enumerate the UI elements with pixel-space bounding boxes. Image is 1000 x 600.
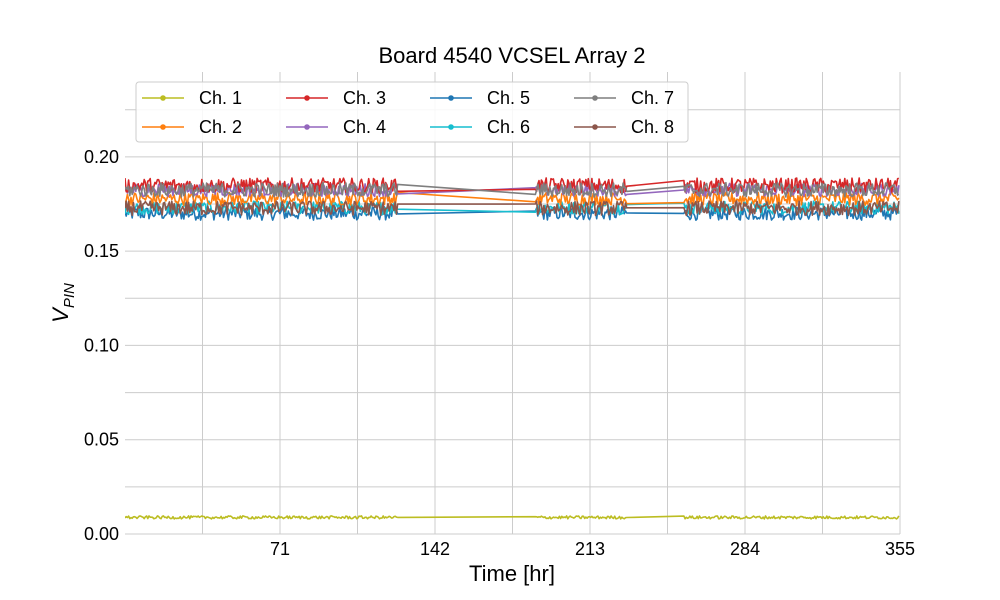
legend-marker-4 [304,124,310,130]
y-tick-label: 0.20 [84,147,119,167]
legend-marker-6 [448,124,454,130]
grid-lines [125,72,901,535]
series-line-1 [125,515,900,520]
legend-label-3: Ch. 3 [343,88,386,108]
y-axis-label-subscript: PIN [61,283,78,308]
series-line-2 [125,191,900,207]
legend-label-1: Ch. 1 [199,88,242,108]
legend-marker-8 [592,124,598,130]
x-tick-label: 142 [420,539,450,559]
legend-label-7: Ch. 7 [631,88,674,108]
legend-marker-2 [160,124,166,130]
x-axis-label: Time [hr] [469,561,555,586]
y-axis-label-main: V [48,306,73,323]
y-tick-label: 0.00 [84,524,119,544]
legend-label-6: Ch. 6 [487,117,530,137]
y-tick-label: 0.10 [84,335,119,355]
legend-label-2: Ch. 2 [199,117,242,137]
chart-title: Board 4540 VCSEL Array 2 [378,43,645,68]
legend: Ch. 1 Ch. 2 Ch. 3 Ch. 4 Ch. 5 Ch. 6 Ch. 7 Ch. 8 [135,81,689,143]
series-line-7 [125,181,900,198]
y-axis-label: VPIN [48,283,78,323]
legend-marker-7 [592,95,598,101]
x-tick-label: 213 [575,539,605,559]
legend-box [135,81,689,143]
legend-label-4: Ch. 4 [343,117,386,137]
x-tick-label: 284 [730,539,760,559]
legend-marker-1 [160,95,166,101]
legend-label-8: Ch. 8 [631,117,674,137]
legend-label-5: Ch. 5 [487,88,530,108]
y-tick-labels: 0.00 0.05 0.10 0.15 0.20 [84,147,119,544]
series-line-8 [125,200,900,217]
legend-marker-3 [304,95,310,101]
x-tick-label: 355 [885,539,915,559]
x-tick-labels: 71 142 213 284 355 [270,539,915,559]
y-tick-label: 0.15 [84,241,119,261]
x-tick-label: 71 [270,539,290,559]
y-tick-label: 0.05 [84,430,119,450]
data-traces [125,177,900,520]
legend-marker-5 [448,95,454,101]
